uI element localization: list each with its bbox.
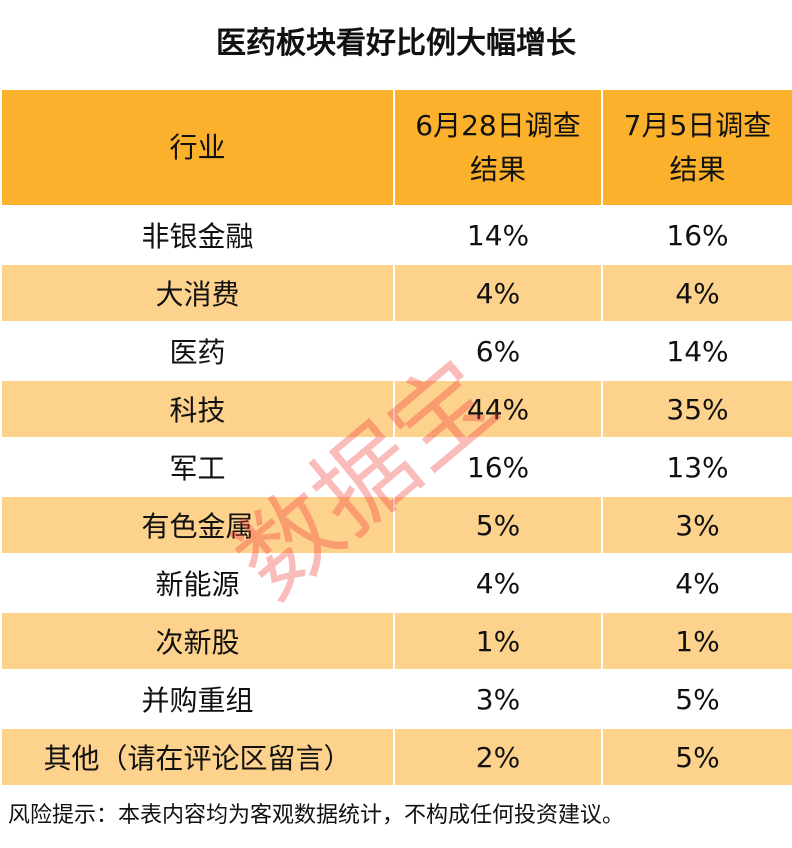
industry-cell: 非银金融 bbox=[0, 205, 395, 265]
industry-cell: 并购重组 bbox=[0, 669, 395, 729]
value-cell: 16% bbox=[393, 437, 603, 497]
industry-cell: 军工 bbox=[0, 437, 395, 497]
table: 行业 6月28日调查结果 7月5日调查结果 非银金融 14% 16% 大消费 4% 4% 医药 6… bbox=[0, 88, 792, 787]
title: 医药板块看好比例大幅增长 bbox=[0, 0, 792, 88]
value-cell: 1% bbox=[601, 611, 792, 671]
value-cell: 4% bbox=[393, 553, 603, 613]
table-row: 新能源 4% 4% bbox=[0, 553, 792, 613]
table-row: 军工 16% 13% bbox=[0, 437, 792, 497]
value-cell: 14% bbox=[393, 205, 603, 265]
table-row: 有色金属 5% 3% bbox=[0, 495, 792, 555]
value-cell: 35% bbox=[601, 379, 792, 439]
value-cell: 2% bbox=[393, 727, 603, 787]
table-row: 非银金融 14% 16% bbox=[0, 205, 792, 265]
footnote: 风险提示：本表内容均为客观数据统计，不构成任何投资建议。 bbox=[8, 803, 625, 828]
value-cell: 13% bbox=[601, 437, 792, 497]
value-cell: 6% bbox=[393, 321, 603, 381]
value-cell: 4% bbox=[601, 263, 792, 323]
industry-cell: 新能源 bbox=[0, 553, 395, 613]
table-row: 科技 44% 35% bbox=[0, 379, 792, 439]
value-cell: 14% bbox=[601, 321, 792, 381]
table-row: 次新股 1% 1% bbox=[0, 611, 792, 671]
table-row: 其他（请在评论区留言） 2% 5% bbox=[0, 727, 792, 787]
table-body: 非银金融 14% 16% 大消费 4% 4% 医药 6% 14% 科技 44% 35% 军工 16% 13%… bbox=[0, 205, 792, 787]
value-cell: 5% bbox=[601, 727, 792, 787]
industry-cell: 科技 bbox=[0, 379, 395, 439]
table-row: 医药 6% 14% bbox=[0, 321, 792, 381]
industry-cell: 次新股 bbox=[0, 611, 395, 671]
header-cell: 6月28日调查结果 bbox=[393, 88, 603, 207]
header-cell: 行业 bbox=[0, 88, 395, 207]
value-cell: 5% bbox=[393, 495, 603, 555]
header-row: 行业 6月28日调查结果 7月5日调查结果 bbox=[0, 88, 792, 207]
industry-cell: 大消费 bbox=[0, 263, 395, 323]
value-cell: 3% bbox=[393, 669, 603, 729]
value-cell: 1% bbox=[393, 611, 603, 671]
table-row: 大消费 4% 4% bbox=[0, 263, 792, 323]
value-cell: 44% bbox=[393, 379, 603, 439]
value-cell: 4% bbox=[601, 553, 792, 613]
table-row: 并购重组 3% 5% bbox=[0, 669, 792, 729]
value-cell: 5% bbox=[601, 669, 792, 729]
industry-cell: 其他（请在评论区留言） bbox=[0, 727, 395, 787]
industry-cell: 有色金属 bbox=[0, 495, 395, 555]
value-cell: 16% bbox=[601, 205, 792, 265]
header-cell: 7月5日调查结果 bbox=[601, 88, 792, 207]
industry-cell: 医药 bbox=[0, 321, 395, 381]
value-cell: 4% bbox=[393, 263, 603, 323]
value-cell: 3% bbox=[601, 495, 792, 555]
